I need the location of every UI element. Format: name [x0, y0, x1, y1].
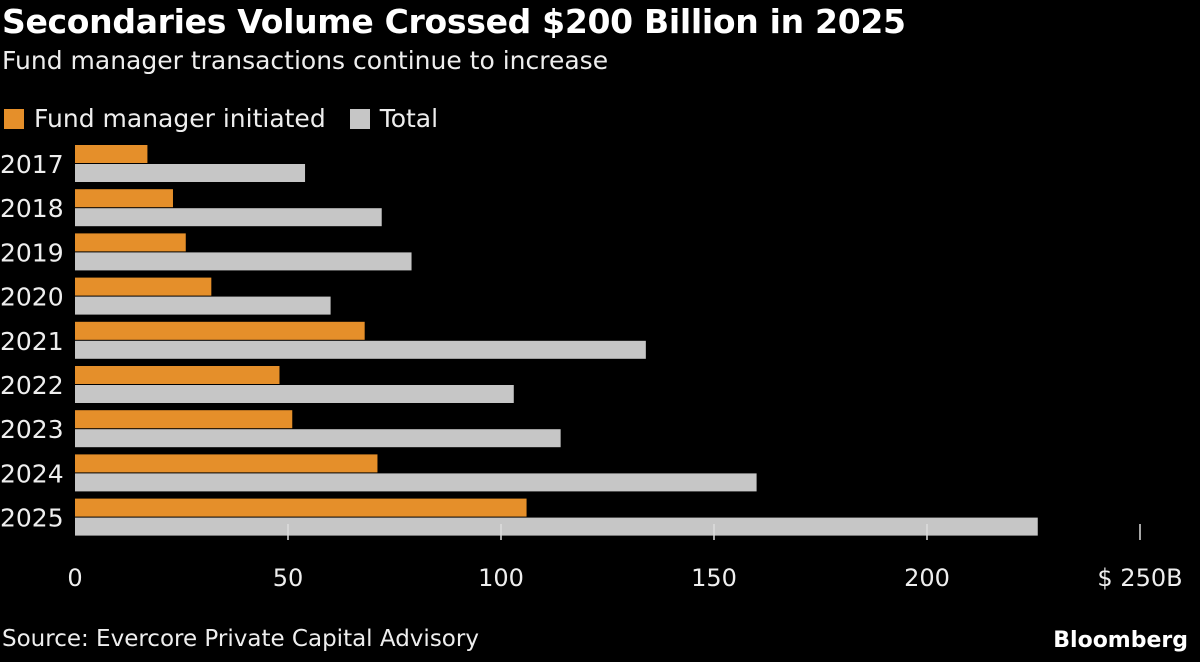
bar-total-2024: [75, 473, 757, 492]
year-label-2021: 2021: [0, 327, 64, 356]
bar-fund-manager-2018: [75, 189, 173, 208]
bar-total-2023: [75, 429, 561, 448]
legend-label-fund-manager: Fund manager initiated: [34, 104, 326, 133]
chart-title: Secondaries Volume Crossed $200 Billion …: [2, 2, 906, 41]
x-tick-label-200: 200: [904, 564, 950, 592]
bar-total-2018: [75, 208, 382, 227]
year-label-2018: 2018: [0, 194, 64, 223]
bar-fund-manager-2017: [75, 145, 148, 163]
bar-fund-manager-2025: [75, 498, 527, 517]
legend: Fund manager initiated Total: [4, 104, 438, 133]
bar-total-2025: [75, 517, 1038, 536]
source-note: Source: Evercore Private Capital Advisor…: [2, 626, 479, 652]
bloomberg-logo: Bloomberg: [1053, 628, 1188, 653]
x-tick-label-100: 100: [478, 564, 524, 592]
x-tick-label-250: $ 250B: [1097, 564, 1182, 592]
x-tick-label-50: 50: [273, 564, 304, 592]
year-label-2024: 2024: [0, 459, 64, 488]
bar-fund-manager-2020: [75, 277, 212, 296]
year-label-2023: 2023: [0, 415, 64, 444]
bar-fund-manager-2021: [75, 321, 365, 340]
bar-total-2019: [75, 252, 412, 271]
x-tick-label-150: 150: [691, 564, 737, 592]
legend-swatch-total: [349, 108, 370, 129]
bar-fund-manager-2019: [75, 233, 186, 252]
bar-total-2022: [75, 385, 514, 403]
bar-fund-manager-2023: [75, 410, 293, 429]
bar-fund-manager-2024: [75, 454, 378, 473]
bar-fund-manager-2022: [75, 366, 280, 384]
year-label-2022: 2022: [0, 371, 64, 400]
chart-subtitle: Fund manager transactions continue to in…: [2, 46, 609, 75]
bar-total-2020: [75, 296, 331, 315]
bar-total-2017: [75, 164, 306, 182]
legend-label-total: Total: [379, 104, 439, 133]
year-label-2017: 2017: [0, 150, 64, 179]
year-label-2019: 2019: [0, 238, 64, 267]
x-tick-label-0: 0: [67, 564, 82, 592]
year-label-2020: 2020: [0, 283, 64, 312]
bar-total-2021: [75, 340, 646, 359]
legend-swatch-fund-manager: [4, 108, 24, 129]
year-label-2025: 2025: [0, 504, 64, 533]
